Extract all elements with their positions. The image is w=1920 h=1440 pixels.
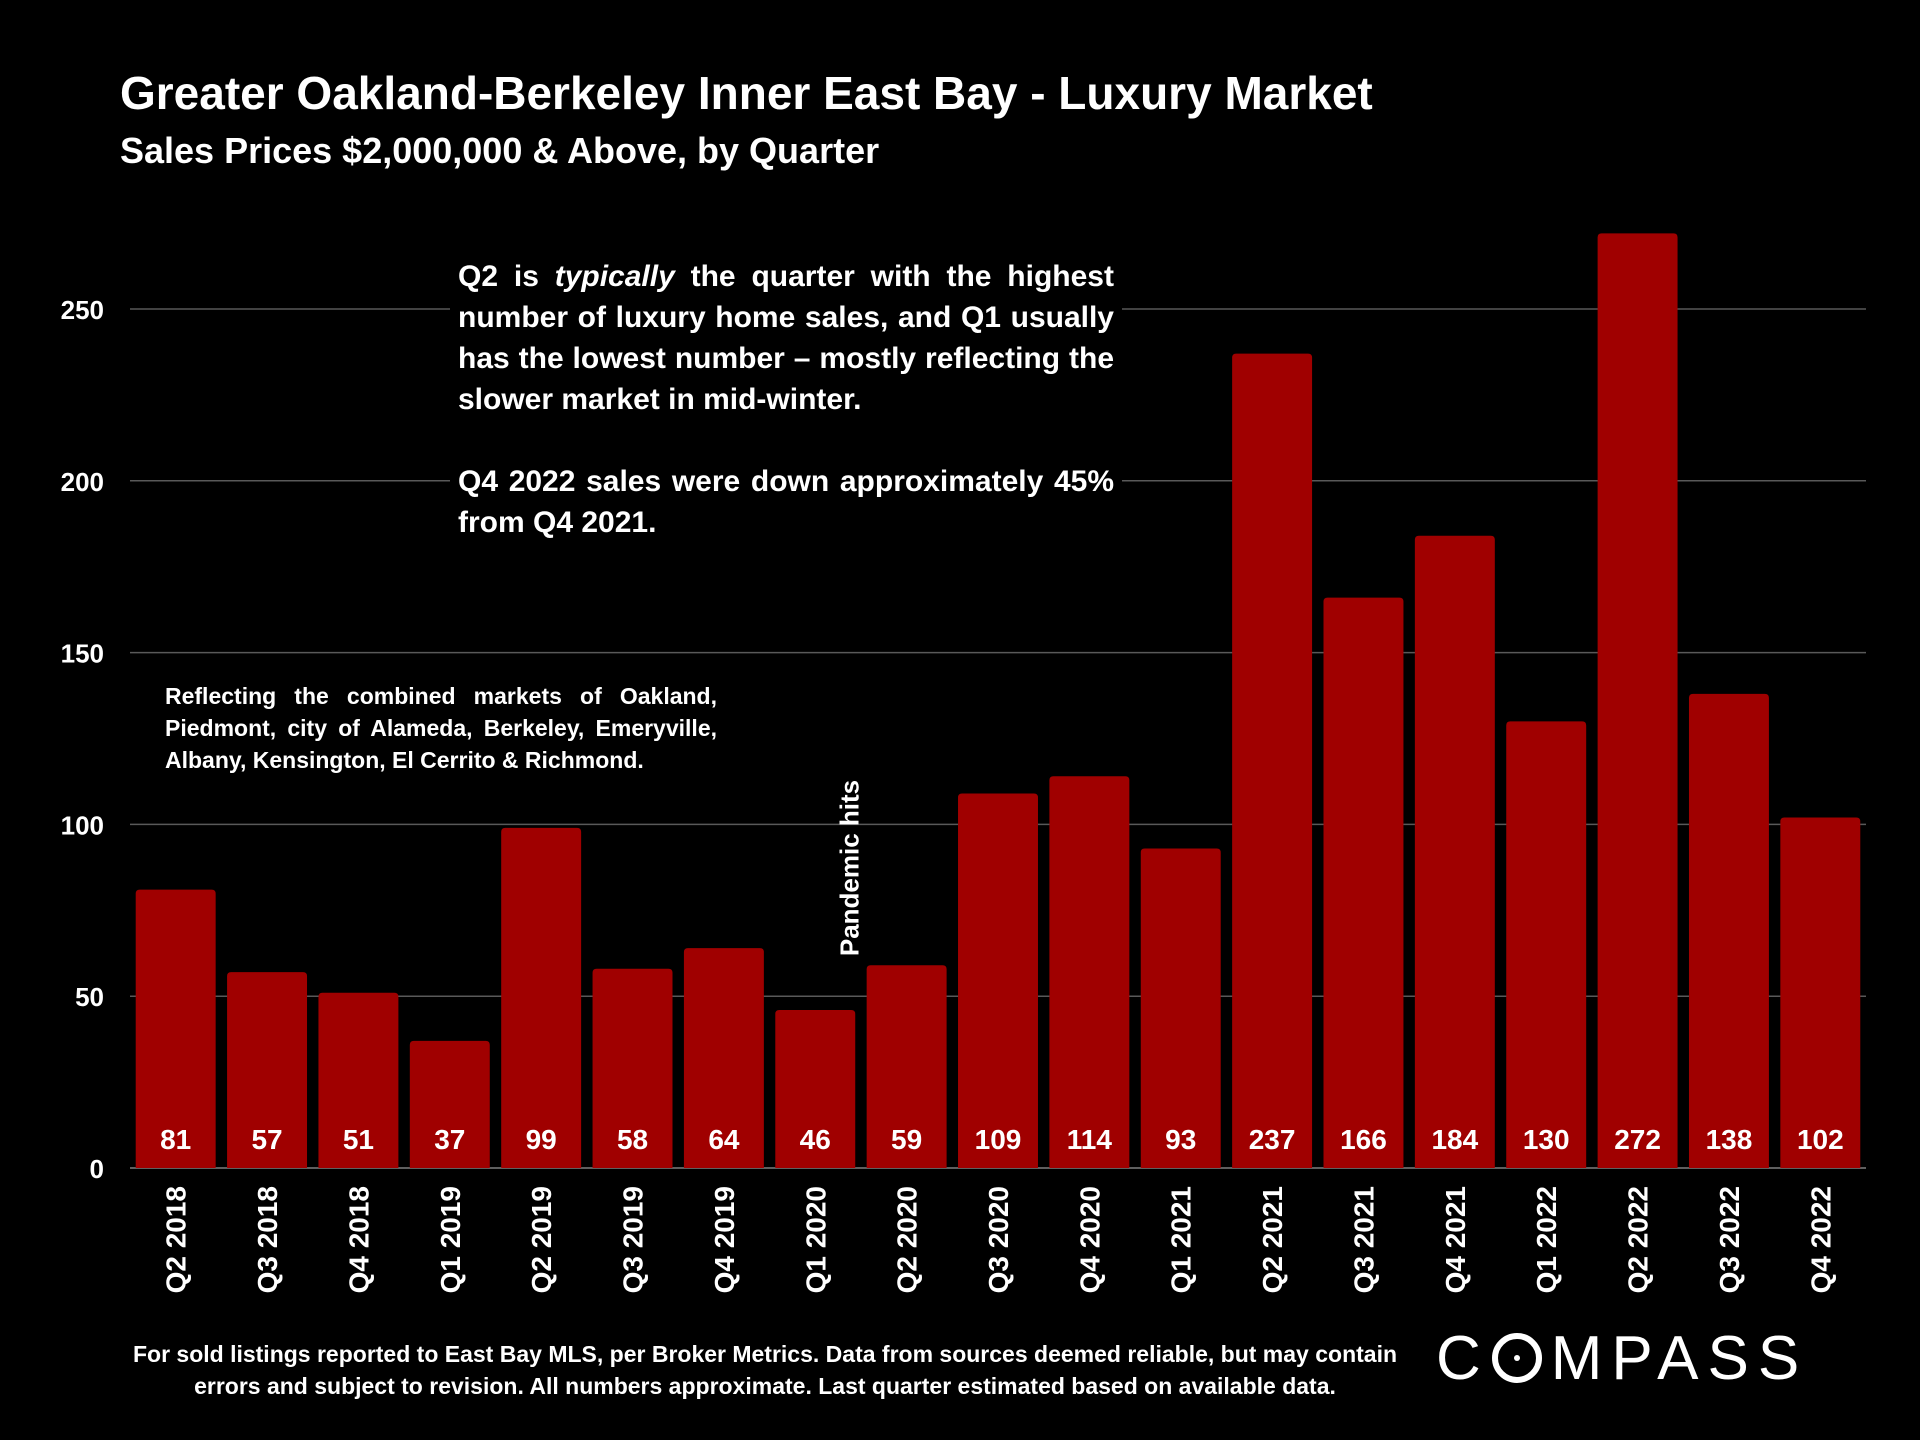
chart-title: Greater Oakland-Berkeley Inner East Bay … [120, 67, 1373, 119]
y-axis-ticks: 0 50 100 150 200 250 [61, 295, 104, 1184]
bar-value-label: 57 [251, 1124, 282, 1155]
bar [592, 968, 673, 1168]
bar [1414, 535, 1495, 1168]
x-tick-label: Q4 2018 [343, 1186, 374, 1293]
callout-text-b: the quarter with the highest number of l… [458, 260, 1114, 416]
bar-value-label: 102 [1797, 1124, 1844, 1155]
bar-value-label: 166 [1340, 1124, 1387, 1155]
logo-letter-c: C [1436, 1323, 1490, 1393]
bar-value-label: 272 [1614, 1124, 1661, 1155]
bar [1597, 233, 1678, 1168]
x-tick-label: Q3 2022 [1714, 1186, 1745, 1293]
bar [1049, 776, 1130, 1168]
bar [866, 965, 947, 1168]
bar [1688, 693, 1769, 1168]
bar [1506, 721, 1587, 1168]
x-tick-label: Q3 2019 [618, 1186, 649, 1293]
bar-value-label: 138 [1706, 1124, 1753, 1155]
x-tick-label: Q2 2021 [1257, 1186, 1288, 1293]
y-tick-label: 100 [61, 810, 104, 840]
callout-emphasis: typically [554, 260, 675, 293]
x-tick-label: Q2 2022 [1623, 1186, 1654, 1293]
bar [958, 793, 1038, 1168]
bar [409, 1040, 490, 1168]
bar [227, 972, 308, 1168]
x-tick-label: Q1 2019 [435, 1186, 466, 1293]
x-tick-label: Q3 2021 [1348, 1186, 1379, 1293]
bar-value-label: 184 [1431, 1124, 1478, 1155]
x-tick-label: Q1 2021 [1166, 1186, 1197, 1293]
bar-value-label: 59 [891, 1124, 922, 1155]
callout-paragraph-1: Q2 is typically the quarter with the hig… [458, 256, 1114, 420]
bars [135, 233, 1861, 1169]
bar-value-label: 99 [526, 1124, 557, 1155]
logo-ring-icon [1491, 1333, 1542, 1383]
x-tick-label: Q4 2022 [1805, 1186, 1836, 1293]
chart-subtitle: Sales Prices $2,000,000 & Above, by Quar… [120, 130, 880, 171]
x-axis-ticks: Q2 2018 Q3 2018 Q4 2018 Q1 2019 Q2 2019 Q3 20… [161, 1186, 1837, 1293]
compass-logo: C MPASS [1436, 1322, 1808, 1394]
bar-value-label: 109 [975, 1124, 1022, 1155]
bar-value-label: 114 [1067, 1124, 1113, 1155]
x-tick-label: Q1 2022 [1531, 1186, 1562, 1293]
x-tick-label: Q3 2018 [252, 1186, 283, 1293]
bar-value-label: 58 [617, 1124, 648, 1155]
bar [683, 948, 764, 1168]
callout-paragraph-2: Q4 2022 sales were down approximately 45… [458, 465, 1114, 539]
y-tick-label: 200 [61, 467, 104, 497]
x-tick-label: Q3 2020 [983, 1186, 1014, 1293]
bar [1232, 353, 1313, 1169]
bar-value-labels: 81 57 51 37 99 58 64 46 59 109 114 93 237 166 184 130 27… [160, 1124, 1844, 1155]
bar-value-label: 93 [1165, 1124, 1196, 1155]
bar [1780, 817, 1861, 1168]
x-tick-label: Q2 2019 [526, 1186, 557, 1293]
x-tick-label: Q4 2021 [1440, 1186, 1471, 1293]
y-tick-label: 250 [61, 295, 104, 325]
bar [135, 889, 216, 1168]
y-tick-label: 150 [61, 639, 104, 669]
bar [1140, 848, 1221, 1168]
bar-value-label: 37 [434, 1124, 465, 1155]
chart-callout: Q2 is typically the quarter with the hig… [450, 256, 1122, 543]
y-tick-label: 50 [75, 982, 104, 1012]
bar-value-label: 237 [1249, 1124, 1296, 1155]
bar-value-label: 81 [160, 1124, 191, 1155]
markets-note: Reflecting the combined markets of Oakla… [165, 683, 717, 773]
bar-value-label: 64 [708, 1124, 740, 1155]
x-tick-label: Q2 2020 [892, 1186, 923, 1293]
bar-value-label: 130 [1523, 1124, 1570, 1155]
logo-letters: MPASS [1550, 1323, 1809, 1393]
pandemic-annotation: Pandemic hits [834, 779, 865, 957]
callout-text-a: Q2 is [458, 260, 555, 293]
y-tick-label: 0 [90, 1154, 104, 1184]
bar [775, 1009, 856, 1168]
bar-value-label: 51 [343, 1124, 374, 1155]
x-tick-label: Q1 2020 [800, 1186, 831, 1293]
x-tick-label: Q4 2019 [709, 1186, 740, 1293]
bar [501, 827, 582, 1168]
x-tick-label: Q4 2020 [1074, 1186, 1105, 1293]
footnote: For sold listings reported to East Bay M… [132, 1341, 1398, 1399]
x-tick-label: Q2 2018 [161, 1186, 192, 1293]
bar [1323, 597, 1404, 1168]
bar [318, 992, 399, 1168]
bar-value-label: 46 [800, 1124, 831, 1155]
